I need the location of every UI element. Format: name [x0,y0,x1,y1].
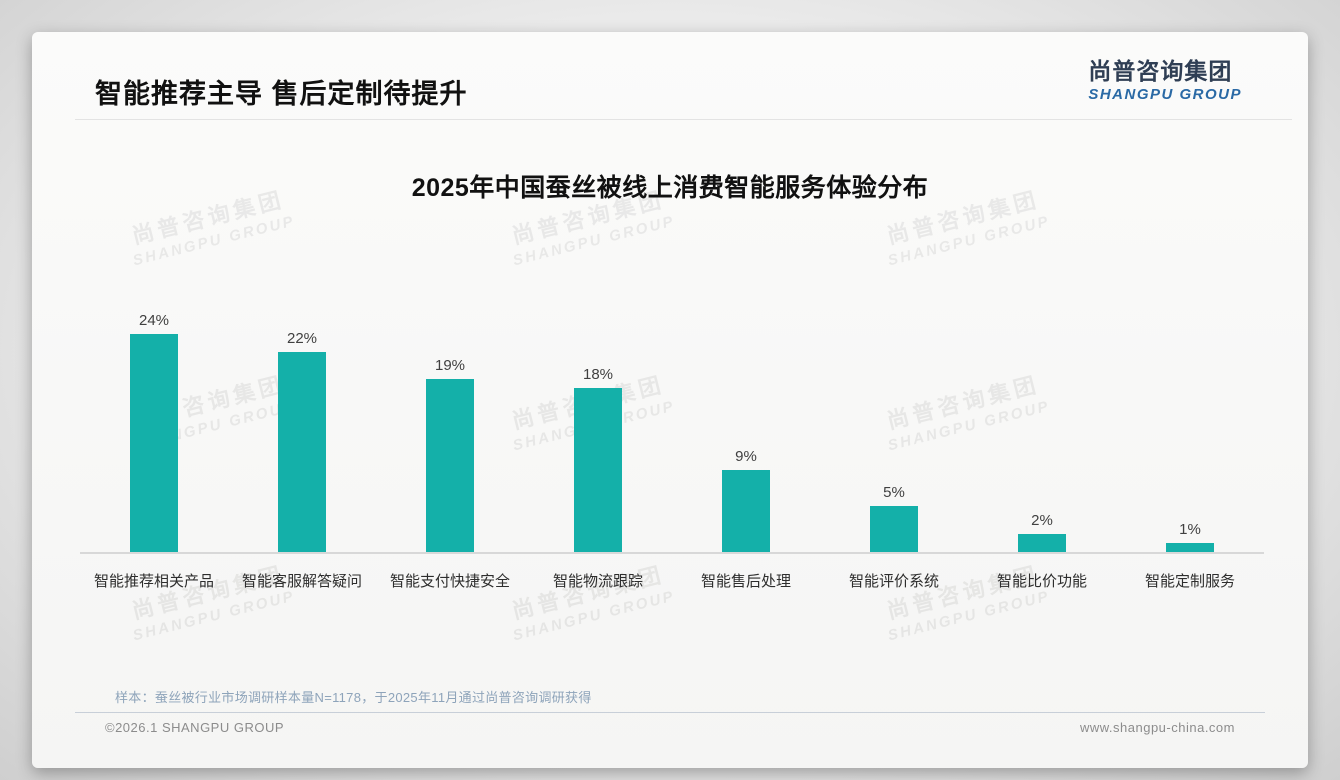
bar [574,388,622,552]
x-axis-category-label: 智能客服解答疑问 [241,573,362,590]
bar-column: 22% [228,330,376,552]
header-divider [75,119,1292,120]
bar-column: 5% [820,484,968,552]
bar-column: 9% [672,448,820,552]
bar-column: 1% [1116,521,1264,552]
bar-value-label: 18% [582,366,614,383]
footer-bar: ©2026.1 SHANGPU GROUP www.shangpu-china.… [105,720,1235,735]
x-axis-category-label: 智能推荐相关产品 [93,573,214,590]
bar [1166,543,1214,552]
x-axis-category-label: 智能物流跟踪 [552,573,643,590]
copyright-text: ©2026.1 SHANGPU GROUP [105,720,285,735]
x-axis-category-label: 智能评价系统 [848,573,939,590]
bar-value-label: 9% [735,448,757,465]
x-axis-category-label: 智能售后处理 [700,573,791,590]
plot-area: 24% 22% 19% 18% 9% 5% 2% 1% [80,309,1264,552]
bar [722,470,770,552]
bar-column: 24% [80,312,228,552]
bar-column: 18% [524,366,672,552]
bar-chart: 24% 22% 19% 18% 9% 5% 2% 1% 智能推荐相关产品 智能客服解答疑问 智能支… [80,309,1264,591]
bar-value-label: 22% [286,330,318,347]
bar-value-label: 19% [434,357,466,374]
slide-card: 尚普咨询集团 SHANGPU GROUP 尚普咨询集团 SHANGPU GROUP 尚普… [32,32,1308,768]
bar [130,334,178,552]
bar [870,506,918,552]
website-url: www.shangpu-china.com [1079,720,1235,735]
bar-value-label: 24% [138,312,170,329]
source-note: 样本：蚕丝被行业市场调研样本量N=1178，于2025年11月通过尚普咨询调研获… [115,690,592,705]
page-title: 智能推荐主导 售后定制待提升 [95,79,468,109]
x-axis-labels: 智能推荐相关产品 智能客服解答疑问 智能支付快捷安全 智能物流跟踪 智能售后处理 智能评价… [80,570,1264,591]
bar-column: 2% [968,512,1116,552]
bar [1018,534,1066,552]
content-layer: 智能推荐主导 售后定制待提升 尚普咨询集团 SHANGPU GROUP 2025… [32,32,1308,768]
bar [426,379,474,552]
bar-value-label: 1% [1179,521,1201,538]
brand-logo-chinese: 尚普咨询集团 [1088,58,1233,84]
bar [278,352,326,552]
bar-value-label: 2% [1031,512,1053,529]
bar-value-label: 5% [883,484,905,501]
x-axis-category-label: 智能定制服务 [1144,573,1235,590]
brand-logo: 尚普咨询集团 SHANGPU GROUP [1088,58,1242,103]
bar-column: 19% [376,357,524,552]
chart-title: 2025年中国蚕丝被线上消费智能服务体验分布 [411,174,929,202]
brand-logo-english: SHANGPU GROUP [1088,85,1242,103]
x-axis-category-label: 智能支付快捷安全 [389,573,510,590]
x-axis-line [80,552,1264,554]
x-axis-category-label: 智能比价功能 [996,573,1087,590]
footer-divider [75,712,1265,713]
